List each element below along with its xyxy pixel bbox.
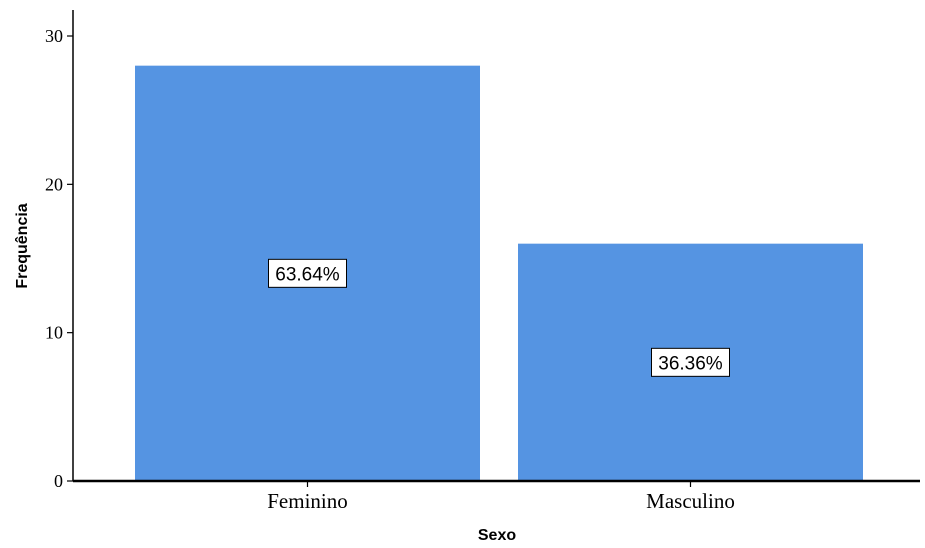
- x-tick-label: Feminino: [267, 489, 348, 513]
- x-axis-labels: Feminino Masculino: [267, 481, 735, 513]
- y-axis-title: Frequência: [14, 203, 31, 288]
- x-tick-label: Masculino: [646, 489, 735, 513]
- y-axis-ticks: 0 10 20 30: [45, 26, 73, 491]
- y-tick-label: 30: [45, 26, 63, 46]
- y-tick-label: 20: [45, 174, 63, 194]
- data-label: 63.64%: [268, 258, 347, 288]
- y-tick-label: 10: [45, 323, 63, 343]
- data-label-box: [651, 347, 730, 377]
- data-label-text: 36.36%: [658, 353, 723, 374]
- y-tick-label: 0: [54, 471, 63, 491]
- bars-group: [135, 65, 863, 482]
- data-label: 36.36%: [651, 347, 730, 377]
- data-label-text: 63.64%: [275, 264, 340, 285]
- data-labels-group: 63.64% 36.36%: [268, 258, 730, 377]
- x-axis-title: Sexo: [478, 527, 516, 544]
- data-label-box: [268, 258, 347, 288]
